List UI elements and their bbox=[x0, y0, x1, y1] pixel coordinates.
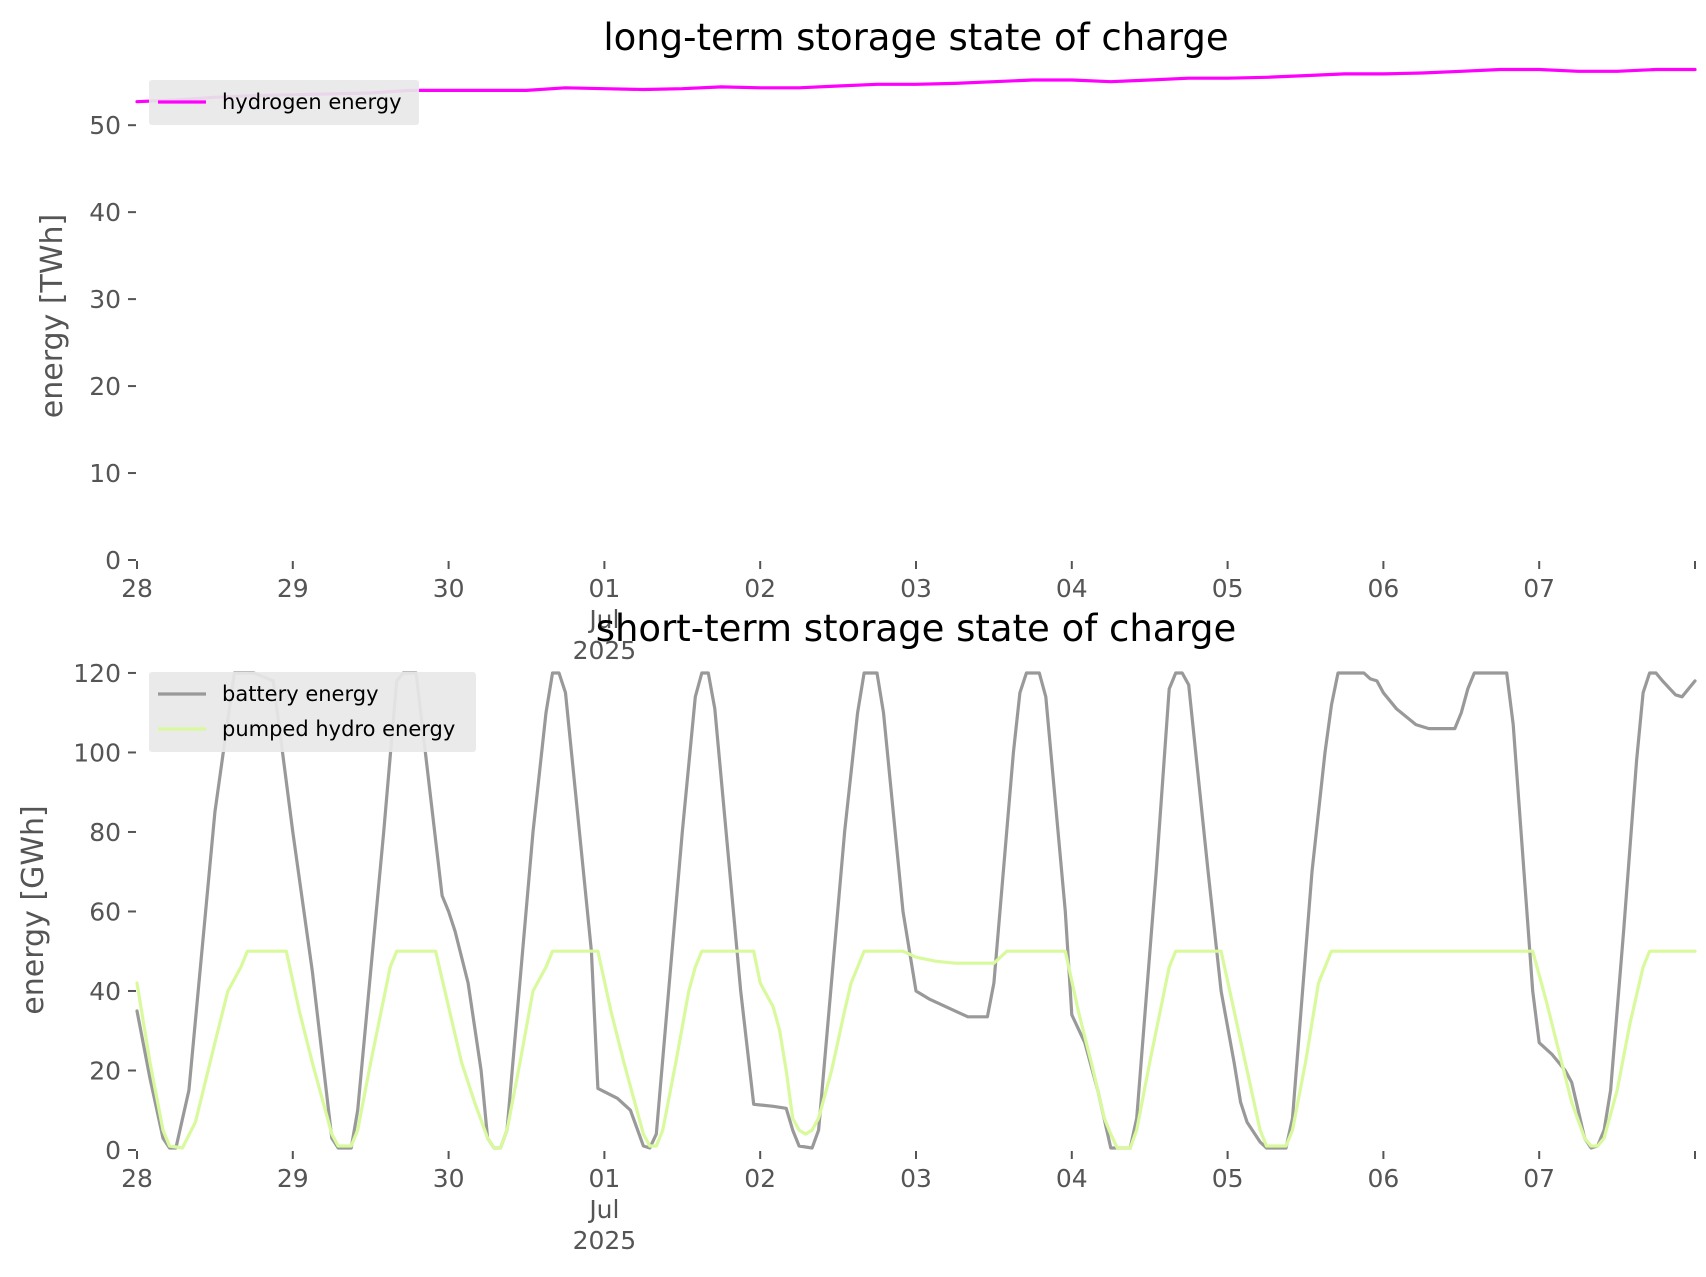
y-tick-label: 20 bbox=[89, 1056, 121, 1085]
y-tick-label: 20 bbox=[89, 372, 121, 401]
y-axis-label: energy [TWh] bbox=[35, 214, 70, 418]
y-tick-label: 50 bbox=[89, 111, 121, 140]
x-tick-label: 03 bbox=[900, 574, 932, 603]
x-tick-sublabel: 2025 bbox=[573, 1226, 637, 1255]
x-tick-label: 28 bbox=[121, 574, 153, 603]
legend: battery energy pumped hydro energy bbox=[149, 672, 476, 752]
legend-box bbox=[149, 80, 419, 125]
x-tick-label: 29 bbox=[277, 574, 309, 603]
chart-title: short-term storage state of charge bbox=[596, 607, 1237, 650]
x-tick-label: 02 bbox=[744, 1164, 776, 1193]
y-tick-label: 40 bbox=[89, 198, 121, 227]
y-tick-label: 10 bbox=[89, 459, 121, 488]
y-tick-label: 60 bbox=[89, 897, 121, 926]
x-tick-label: 02 bbox=[744, 574, 776, 603]
y-tick-label: 0 bbox=[105, 1136, 121, 1165]
legend-label-battery-energy: battery energy bbox=[222, 682, 379, 706]
y-tick-label: 120 bbox=[73, 659, 121, 688]
x-tick-label: 03 bbox=[900, 1164, 932, 1193]
y-tick-label: 40 bbox=[89, 977, 121, 1006]
x-tick-label: 06 bbox=[1367, 1164, 1399, 1193]
legend-label-hydrogen-energy: hydrogen energy bbox=[222, 90, 402, 114]
long-term-storage-chart: long-term storage state of charge energy… bbox=[35, 16, 1697, 665]
short-term-storage-chart: short-term storage state of charge energ… bbox=[16, 607, 1697, 1255]
chart-title: long-term storage state of charge bbox=[603, 16, 1228, 59]
x-tick-label: 01 bbox=[588, 574, 620, 603]
x-tick-label: 30 bbox=[433, 574, 465, 603]
x-tick-label: 30 bbox=[433, 1164, 465, 1193]
x-tick-sublabel: Jul bbox=[587, 605, 619, 634]
y-tick-label: 80 bbox=[89, 818, 121, 847]
y-tick-label: 100 bbox=[73, 738, 121, 767]
series-line-pumped-hydro-energy bbox=[135, 949, 1697, 1150]
legend-box bbox=[149, 672, 476, 752]
x-tick-label: 28 bbox=[121, 1164, 153, 1193]
x-tick-label: 04 bbox=[1056, 1164, 1088, 1193]
x-tick-label: 07 bbox=[1523, 1164, 1555, 1193]
x-tick-label: 06 bbox=[1367, 574, 1399, 603]
x-tick-label: 05 bbox=[1212, 574, 1244, 603]
series-line-battery-energy bbox=[135, 671, 1697, 1150]
y-axis-label: energy [GWh] bbox=[16, 805, 51, 1014]
y-tick-label: 0 bbox=[105, 546, 121, 575]
x-tick-label: 01 bbox=[588, 1164, 620, 1193]
x-tick-label: 05 bbox=[1212, 1164, 1244, 1193]
x-tick-sublabel: Jul bbox=[587, 1195, 619, 1224]
legend: hydrogen energy bbox=[149, 80, 419, 125]
y-tick-label: 30 bbox=[89, 285, 121, 314]
legend-label-pumped-hydro-energy: pumped hydro energy bbox=[222, 717, 455, 741]
x-tick-label: 04 bbox=[1056, 574, 1088, 603]
x-tick-label: 29 bbox=[277, 1164, 309, 1193]
x-tick-sublabel: 2025 bbox=[573, 636, 637, 665]
x-tick-label: 07 bbox=[1523, 574, 1555, 603]
